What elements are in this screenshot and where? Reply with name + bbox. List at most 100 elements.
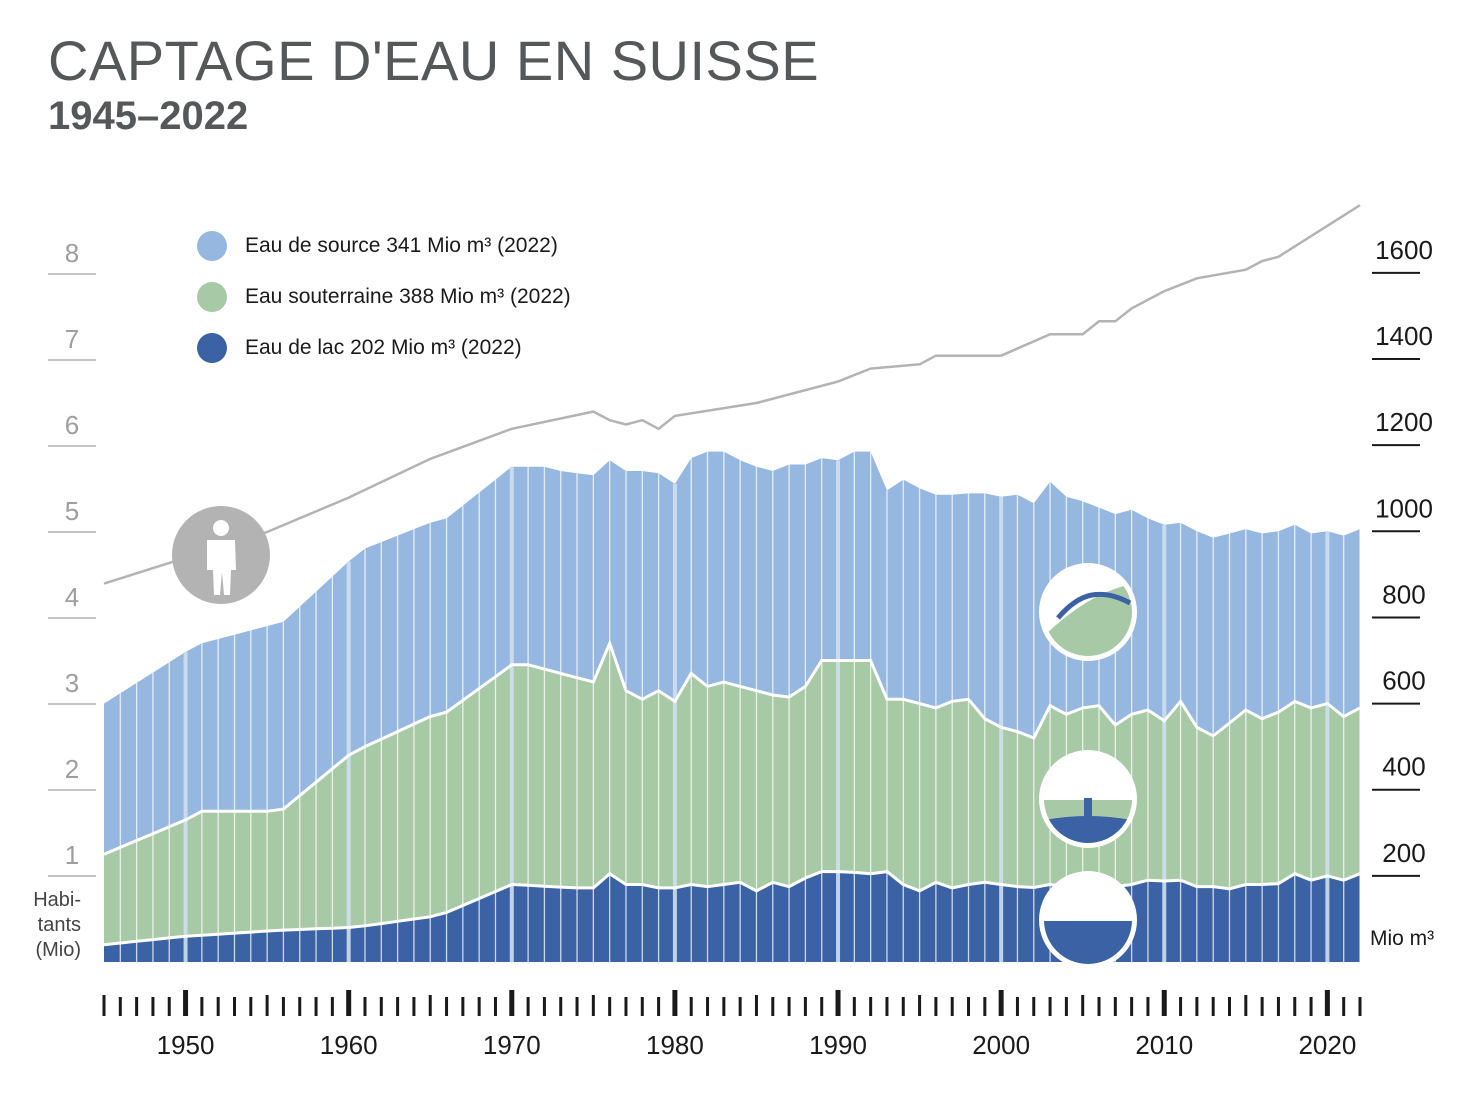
spring-water-icon <box>1039 563 1137 661</box>
lake-water-icon <box>1039 871 1137 969</box>
x-axis-tick <box>1081 995 1085 1016</box>
x-axis-tick <box>330 997 334 1016</box>
x-axis-tick-label: 2000 <box>972 1030 1030 1060</box>
x-axis-tick-label: 2020 <box>1298 1030 1356 1060</box>
legend-dot-lake <box>197 333 227 363</box>
groundwater-icon-water <box>1045 816 1131 843</box>
left-axis-tick-label: 1 <box>65 840 79 870</box>
chart-subtitle: 1945–2022 <box>48 94 249 138</box>
person-icon-head <box>213 520 229 536</box>
x-axis-tick <box>1260 997 1264 1016</box>
x-axis-tick <box>509 990 515 1016</box>
x-axis-tick <box>918 995 922 1016</box>
x-axis-tick <box>461 997 465 1016</box>
x-axis-tick <box>689 997 693 1016</box>
left-axis-title-line: tants <box>37 914 81 936</box>
left-axis-title: Habi- tants (Mio) <box>33 888 81 963</box>
x-axis-tick <box>151 997 155 1016</box>
x-axis-tick <box>885 997 889 1016</box>
x-axis-tick <box>901 997 905 1016</box>
legend-dot-source <box>197 231 227 261</box>
legend-item-groundwater: Eau souterraine 388 Mio m³ (2022) <box>197 280 571 314</box>
legend-label-lake: Eau de lac 202 Mio m³ (2022) <box>245 336 522 359</box>
x-axis-tick <box>591 995 595 1016</box>
x-axis-tick <box>363 997 367 1016</box>
x-axis-tick <box>852 997 856 1016</box>
x-axis-tick <box>722 997 726 1016</box>
x-axis-tick-label: 1990 <box>809 1030 867 1060</box>
x-axis-tick <box>657 997 661 1016</box>
right-axis-tick-label: 200 <box>1382 838 1425 868</box>
x-axis-tick <box>379 997 383 1016</box>
x-axis-tick <box>1244 995 1248 1016</box>
x-axis-tick-label: 1960 <box>320 1030 378 1060</box>
x-axis-tick-label: 1970 <box>483 1030 541 1060</box>
right-axis-unit: Mio m³ <box>1370 927 1435 950</box>
year-stripes <box>119 451 1361 962</box>
groundwater-icon-pipe <box>1084 798 1092 822</box>
groundwater-icon <box>1039 750 1137 848</box>
x-axis-tick <box>1309 997 1313 1016</box>
left-axis-tick-label: 6 <box>65 410 79 440</box>
left-axis-tick-label: 3 <box>65 668 79 698</box>
x-axis-tick <box>281 997 285 1016</box>
population-line-group <box>103 204 1361 585</box>
axes: 1 2 3 4 5 6 7 8 200 400 600 800 1000 1200 1400 1600 1950… <box>48 235 1433 1060</box>
x-axis-tick <box>167 997 171 1016</box>
x-axis-tick <box>835 990 841 1016</box>
chart-title: CAPTAGE D'EAU EN SUISSE <box>48 29 820 92</box>
x-axis-tick-label: 1950 <box>157 1030 215 1060</box>
x-axis-tick <box>820 997 824 1016</box>
x-axis-tick <box>1324 990 1330 1016</box>
legend-item-lake: Eau de lac 202 Mio m³ (2022) <box>197 331 522 365</box>
x-axis-tick <box>998 990 1004 1016</box>
legend-label-groundwater: Eau souterraine 388 Mio m³ (2022) <box>245 285 571 308</box>
x-axis-tick <box>346 990 352 1016</box>
x-axis-tick <box>1228 997 1232 1016</box>
x-axis-tick <box>396 997 400 1016</box>
left-axis-title-line: (Mio) <box>35 939 81 961</box>
x-axis-tick-label: 1980 <box>646 1030 704 1060</box>
x-axis-tick <box>1032 997 1036 1016</box>
x-axis-tick <box>754 995 758 1016</box>
x-axis-tick <box>265 995 269 1016</box>
x-axis-tick <box>1276 997 1280 1016</box>
x-axis-tick <box>1358 997 1362 1016</box>
x-axis-tick <box>428 995 432 1016</box>
x-axis-tick <box>118 997 122 1016</box>
x-axis-tick <box>1293 997 1297 1016</box>
right-axis-tick-label: 600 <box>1382 666 1425 696</box>
x-axis-tick <box>298 997 302 1016</box>
x-axis-tick <box>967 997 971 1016</box>
boundary-lake <box>103 870 1361 947</box>
x-axis-tick <box>575 997 579 1016</box>
x-axis-tick <box>1113 997 1117 1016</box>
x-axis-tick <box>1161 990 1167 1016</box>
x-axis-tick <box>706 997 710 1016</box>
x-axis-tick <box>950 997 954 1016</box>
left-axis-tick-label: 7 <box>65 324 79 354</box>
left-axis-tick-label: 2 <box>65 754 79 784</box>
icons <box>172 506 1137 969</box>
x-axis-tick <box>1179 997 1183 1016</box>
x-axis-tick <box>1195 997 1199 1016</box>
x-axis-tick <box>314 997 318 1016</box>
boundary-groundwater <box>103 639 1361 856</box>
right-axis-tick-label: 800 <box>1382 579 1425 609</box>
stacked-areas <box>104 451 1360 962</box>
left-axis-tick-label: 8 <box>65 238 79 268</box>
spring-icon-hill <box>1044 585 1132 656</box>
x-axis-tick-label: 2010 <box>1135 1030 1193 1060</box>
x-axis-tick <box>1211 997 1215 1016</box>
right-axis-tick-label: 400 <box>1382 752 1425 782</box>
x-axis-tick <box>983 997 987 1016</box>
boundary-lines <box>103 639 1361 947</box>
x-axis-tick <box>200 997 204 1016</box>
left-axis-title-line: Habi- <box>33 889 81 911</box>
x-axis-tick <box>1342 997 1346 1016</box>
legend-label-source: Eau de source 341 Mio m³ (2022) <box>245 234 558 257</box>
x-axis-tick <box>624 997 628 1016</box>
area-groundwater <box>104 643 1360 945</box>
legend-dot-groundwater <box>197 282 227 312</box>
x-axis-tick <box>412 997 416 1016</box>
